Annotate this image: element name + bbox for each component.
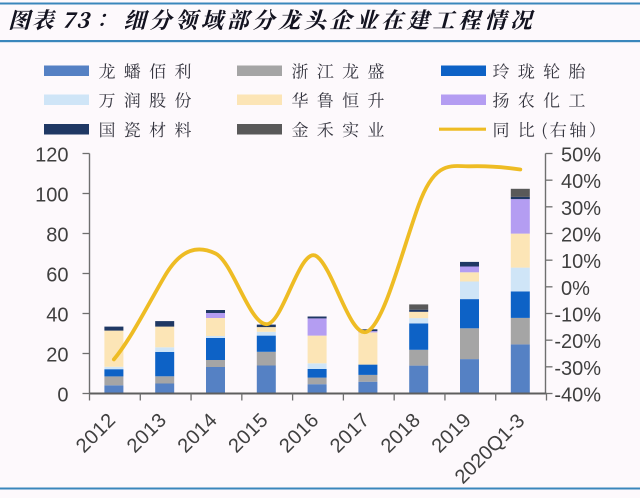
svg-text:20: 20 bbox=[46, 345, 68, 367]
svg-text:-20%: -20% bbox=[554, 331, 601, 353]
svg-text:0: 0 bbox=[57, 385, 68, 407]
svg-text:50%: 50% bbox=[561, 145, 601, 167]
svg-text:0%: 0% bbox=[561, 278, 590, 300]
svg-text:60: 60 bbox=[46, 265, 68, 287]
svg-text:-30%: -30% bbox=[554, 358, 601, 380]
svg-text:10%: 10% bbox=[561, 251, 601, 273]
svg-text:-40%: -40% bbox=[554, 385, 601, 407]
svg-text:80: 80 bbox=[46, 225, 68, 247]
svg-text:40: 40 bbox=[46, 305, 68, 327]
svg-text:-10%: -10% bbox=[554, 305, 601, 327]
svg-text:120: 120 bbox=[35, 145, 68, 167]
svg-text:20%: 20% bbox=[561, 225, 601, 247]
svg-text:40%: 40% bbox=[561, 171, 601, 193]
svg-text:100: 100 bbox=[35, 185, 68, 207]
svg-text:30%: 30% bbox=[561, 198, 601, 220]
